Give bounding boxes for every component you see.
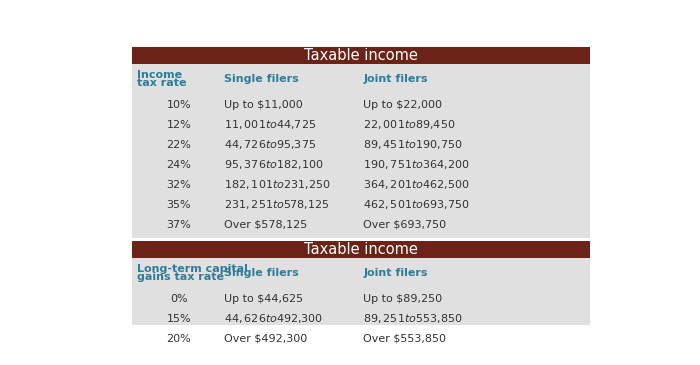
Text: Up to $89,250: Up to $89,250 bbox=[363, 294, 442, 304]
Text: Up to $44,625: Up to $44,625 bbox=[224, 294, 303, 304]
Text: $190,751 to $364,200: $190,751 to $364,200 bbox=[363, 158, 470, 171]
Text: Up to $11,000: Up to $11,000 bbox=[224, 100, 302, 110]
Text: $95,376 to $182,100: $95,376 to $182,100 bbox=[224, 158, 323, 171]
Text: $462,501 to $693,750: $462,501 to $693,750 bbox=[363, 198, 470, 211]
Text: 35%: 35% bbox=[167, 200, 191, 210]
Bar bbox=[132, 47, 589, 64]
Text: 10%: 10% bbox=[167, 100, 191, 110]
Text: 12%: 12% bbox=[167, 120, 191, 130]
Text: $11,001 to $44,725: $11,001 to $44,725 bbox=[224, 118, 316, 131]
Text: Joint filers: Joint filers bbox=[363, 268, 428, 278]
Text: $44,626 to $492,300: $44,626 to $492,300 bbox=[224, 312, 323, 325]
Text: Income: Income bbox=[137, 70, 182, 80]
Text: Joint filers: Joint filers bbox=[363, 74, 428, 84]
Text: 20%: 20% bbox=[167, 334, 191, 344]
Text: Long-term capital: Long-term capital bbox=[137, 264, 248, 274]
Text: 22%: 22% bbox=[167, 140, 191, 150]
Text: Single filers: Single filers bbox=[224, 268, 299, 278]
Text: Taxable income: Taxable income bbox=[304, 48, 418, 63]
Text: Single filers: Single filers bbox=[224, 74, 299, 84]
Text: $44,726 to $95,375: $44,726 to $95,375 bbox=[224, 138, 316, 151]
Bar bbox=[132, 47, 589, 238]
Text: 15%: 15% bbox=[167, 314, 191, 324]
Text: 0%: 0% bbox=[170, 294, 188, 304]
Text: tax rate: tax rate bbox=[137, 78, 187, 88]
Text: Up to $22,000: Up to $22,000 bbox=[363, 100, 442, 110]
Text: Over $578,125: Over $578,125 bbox=[224, 220, 307, 230]
Text: $364,201 to $462,500: $364,201 to $462,500 bbox=[363, 178, 470, 191]
Text: Over $693,750: Over $693,750 bbox=[363, 220, 447, 230]
Text: Over $492,300: Over $492,300 bbox=[224, 334, 307, 344]
Text: $22,001 to $89,450: $22,001 to $89,450 bbox=[363, 118, 456, 131]
Text: gains tax rate: gains tax rate bbox=[137, 272, 224, 282]
Bar bbox=[132, 241, 589, 352]
Text: $231,251 to $578,125: $231,251 to $578,125 bbox=[224, 198, 330, 211]
Text: Over $553,850: Over $553,850 bbox=[363, 334, 447, 344]
Text: $182,101 to $231,250: $182,101 to $231,250 bbox=[224, 178, 330, 191]
Text: $89,251 to $553,850: $89,251 to $553,850 bbox=[363, 312, 463, 325]
Text: 24%: 24% bbox=[167, 160, 191, 170]
Text: Taxable income: Taxable income bbox=[304, 242, 418, 257]
Text: $89,451 to $190,750: $89,451 to $190,750 bbox=[363, 138, 463, 151]
Text: 32%: 32% bbox=[167, 180, 191, 190]
Text: 37%: 37% bbox=[167, 220, 191, 230]
Bar bbox=[132, 241, 589, 258]
